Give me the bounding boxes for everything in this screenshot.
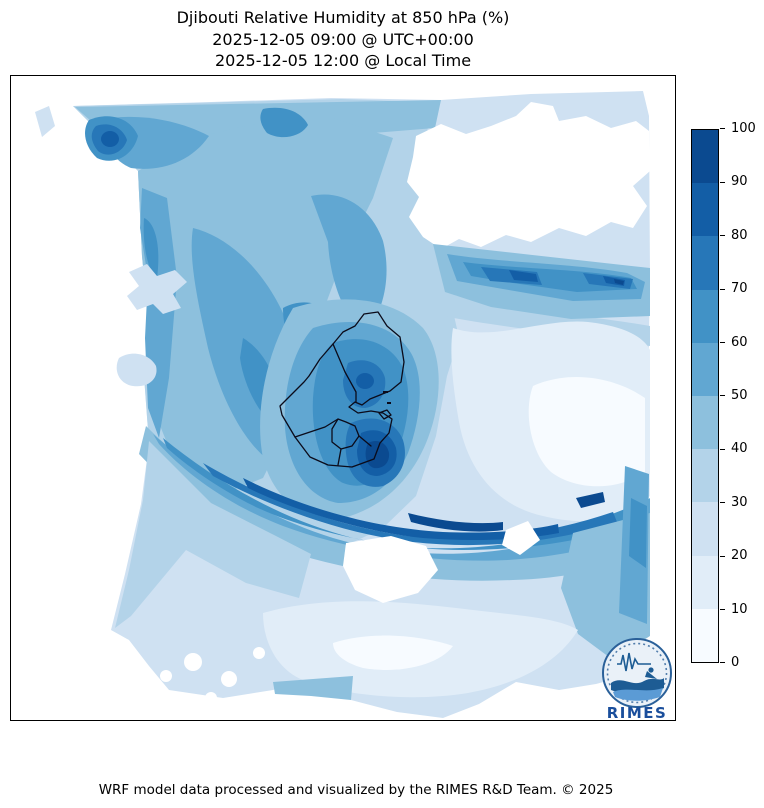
colorbar-tick-label: 80 bbox=[731, 227, 748, 243]
person-icon bbox=[648, 667, 654, 673]
rimes-logo-ring-text bbox=[606, 642, 668, 704]
no-data-masks bbox=[160, 521, 540, 704]
colorbar-segment bbox=[692, 396, 718, 450]
colorbar-segment bbox=[692, 236, 718, 290]
region-boundary-obock-tadjourah bbox=[332, 343, 357, 403]
wave-light-icon bbox=[613, 688, 663, 701]
colorbar-tickmark bbox=[720, 235, 725, 237]
footer-credit: WRF model data processed and visualized … bbox=[98, 782, 614, 798]
contour-field bbox=[35, 91, 650, 718]
colorbar-tickmark bbox=[720, 181, 725, 183]
colorbar-tick-label: 60 bbox=[731, 334, 748, 350]
humidity-contour-map: RIMES bbox=[35, 91, 672, 721]
colorbar-tick-label: 30 bbox=[731, 494, 748, 510]
colorbar-tickmark bbox=[720, 288, 725, 290]
colorbar-segment bbox=[692, 608, 718, 663]
colorbar-tickmark bbox=[720, 395, 725, 397]
djibouti-boundaries bbox=[279, 311, 405, 468]
colorbar: 0 10 20 30 40 50 60 70 80 90 100 bbox=[691, 121, 761, 670]
colorbar-segment bbox=[692, 183, 718, 237]
seismograph-icon bbox=[617, 652, 651, 672]
colorbar-segment bbox=[692, 289, 718, 343]
colorbar-tick-label: 70 bbox=[731, 281, 748, 297]
colorbar-tick-label: 20 bbox=[731, 548, 748, 564]
rimes-logo: RIMES bbox=[602, 638, 672, 721]
map-axes-frame: RIMES bbox=[10, 75, 676, 721]
colorbar-segment bbox=[692, 130, 718, 184]
colorbar-tick-label: 10 bbox=[731, 601, 748, 617]
colorbar-tickmark bbox=[720, 128, 725, 130]
region-boundary-tadjourah-dikhil bbox=[294, 418, 339, 438]
region-boundary-arta bbox=[331, 418, 360, 450]
djibouti-country-outline bbox=[279, 311, 405, 468]
colorbar-segment bbox=[692, 342, 718, 397]
colorbar-tickmark bbox=[720, 555, 725, 557]
colorbar-tick-label: 50 bbox=[731, 388, 748, 403]
colorbar-tickmark bbox=[720, 448, 725, 450]
central-humid-cluster bbox=[260, 299, 439, 519]
region-boundary-arta-alisabieh bbox=[337, 448, 342, 466]
colorbar-tickmark bbox=[720, 341, 725, 343]
colorbar-scale bbox=[691, 129, 719, 663]
title-line-variable: Djibouti Relative Humidity at 850 hPa (%… bbox=[176, 8, 510, 27]
colorbar-tickmark bbox=[720, 502, 725, 504]
region-boundary-alisabieh-east bbox=[358, 435, 372, 447]
colorbar-tick-label: 90 bbox=[731, 174, 748, 190]
colorbar-segment bbox=[692, 449, 718, 503]
sail-icon bbox=[645, 671, 657, 679]
plot-title: Djibouti Relative Humidity at 850 hPa (%… bbox=[10, 7, 676, 72]
colorbar-segment bbox=[692, 502, 718, 556]
colorbar-tick-label: 0 bbox=[731, 655, 740, 670]
title-line-local-time: 2025-12-05 12:00 @ Local Time bbox=[214, 51, 472, 70]
gulf-islands bbox=[383, 391, 391, 404]
rimes-logo-text: RIMES bbox=[607, 704, 668, 721]
colorbar-tick-label: 100 bbox=[731, 121, 756, 136]
djibouti-city-boundary bbox=[378, 409, 392, 420]
title-line-utc-time: 2025-12-05 09:00 @ UTC+00:00 bbox=[212, 29, 474, 49]
northeast-humid-band bbox=[433, 244, 650, 319]
colorbar-tickmark bbox=[720, 608, 725, 610]
colorbar-tickmark bbox=[720, 662, 725, 664]
colorbar-segment bbox=[692, 555, 718, 609]
colorbar-tick-label: 40 bbox=[731, 441, 748, 457]
no-data-mask-top-right bbox=[407, 102, 650, 249]
